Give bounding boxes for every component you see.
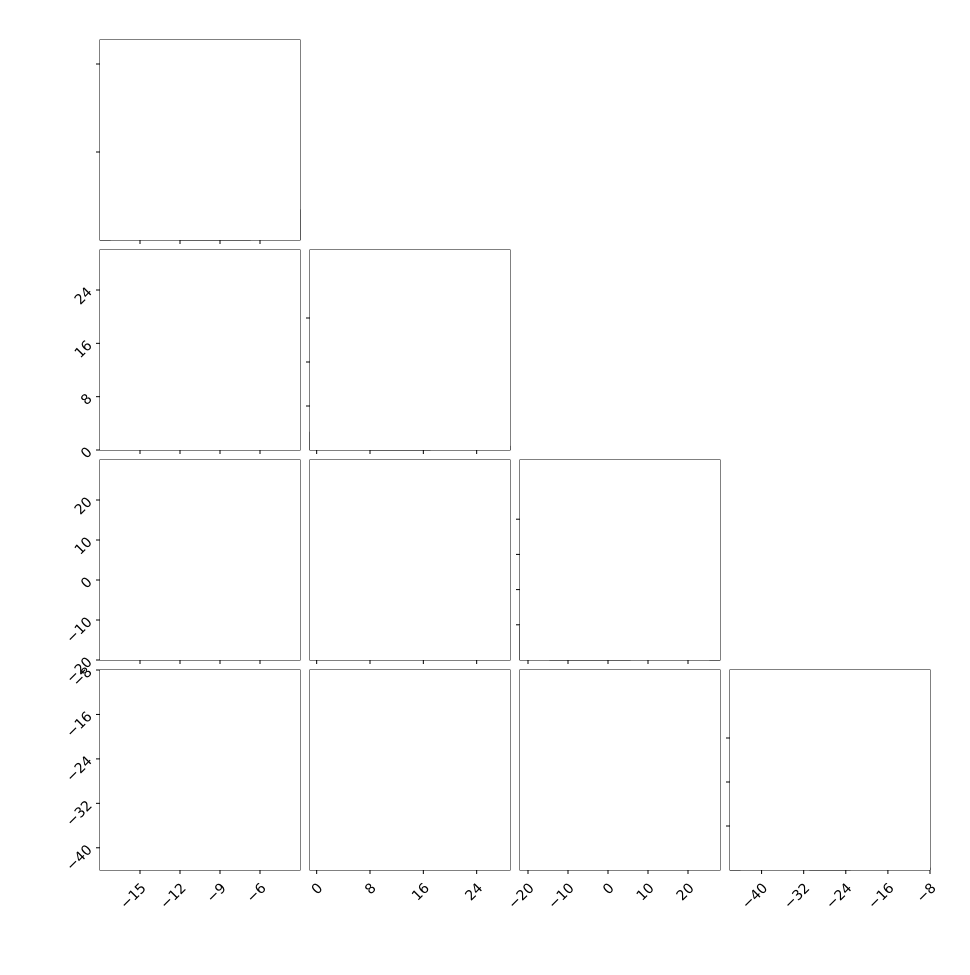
sample-point (271, 451, 273, 453)
sample-point (277, 452, 279, 454)
panel-p0-0-bg (100, 40, 300, 240)
y-tick-label: 10 (72, 534, 96, 558)
panel-p1-0-bg (100, 250, 300, 450)
sample-point (278, 452, 280, 454)
y-tick-label: −10 (63, 614, 95, 646)
panel-p2-2-bg (520, 460, 720, 660)
y-tick-label: 16 (72, 338, 96, 362)
y-tick-label: 0 (78, 574, 96, 592)
y-tick-label: 24 (72, 284, 96, 308)
y-tick-label: 8 (78, 391, 96, 409)
sample-point (271, 454, 273, 456)
panel-p1-1-bg (310, 250, 510, 450)
panel-p2-1-bg (310, 460, 510, 660)
sample-point (265, 451, 267, 453)
y-tick-label: 0 (78, 444, 96, 462)
y-tick-label: 20 (72, 494, 96, 518)
sample-point (268, 452, 270, 454)
sample-point (280, 451, 282, 453)
panel-p2-0-bg (100, 460, 300, 660)
